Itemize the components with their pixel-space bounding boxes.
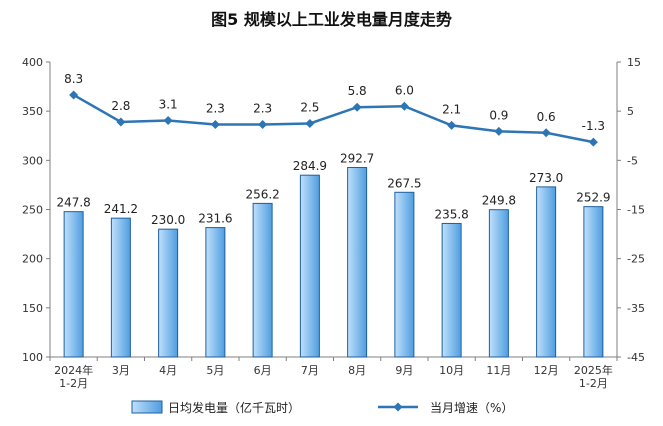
y-left-tick-label: 300 [22,154,43,167]
bar [441,222,462,358]
y-right-tick-label: 5 [627,105,634,118]
bar [347,167,368,358]
bar [158,228,179,358]
y-left-tick-label: 400 [22,56,43,69]
x-tick-label: 8月 [348,364,366,377]
line-point [69,90,79,100]
x-tick-label: 5月 [206,364,224,377]
line-value-label: 2.5 [300,100,319,114]
line-point [116,117,126,127]
y-left-tick-label: 350 [22,105,43,118]
y-right-tick-label: -45 [627,351,645,364]
y-right-tick-label: -15 [627,204,645,217]
bar-series [63,167,604,358]
line-point [352,102,362,112]
x-tick-label: 6月 [254,364,272,377]
y-left-tick-label: 200 [22,253,43,266]
bar [205,227,226,358]
line-point [494,126,504,136]
bar [583,206,604,358]
line-value-label: -1.3 [582,119,605,133]
line-value-label: 2.3 [206,101,225,115]
bar-value-label: 230.0 [151,213,185,227]
legend: 日均发电量（亿千瓦时） 当月增速（%） [131,400,513,415]
line-point [541,128,551,138]
legend-bar-swatch [131,400,163,414]
x-tick-label: 9月 [395,364,413,377]
bar-value-label: 241.2 [104,202,138,216]
line-value-label: 8.3 [64,72,83,86]
bar [488,209,509,358]
bar-value-label: 256.2 [245,187,279,201]
line-point [399,101,409,111]
line-value-label: 0.9 [489,108,508,122]
y-right-tick-label: -5 [627,154,638,167]
line-value-label: 6.0 [395,83,414,97]
bar-value-label: 273.0 [529,171,563,185]
bar-value-label: 292.7 [340,152,374,166]
line-point [588,137,598,147]
line-point [210,119,220,129]
bar-value-label: 235.8 [434,207,468,221]
bar [536,186,557,358]
bar [394,191,415,358]
x-tick-label: 4月 [159,364,177,377]
line-value-label: 2.8 [111,99,130,113]
bar-value-label: 252.9 [576,191,610,205]
bar-value-label: 267.5 [387,176,421,190]
legend-bar-label: 日均发电量（亿千瓦时） [168,400,300,415]
y-right-tick-label: -35 [627,302,645,315]
line-value-label: 5.8 [348,84,367,98]
line-point [163,116,173,126]
line-value-label: 2.3 [253,101,272,115]
x-tick-label: 10月 [439,364,464,377]
y-left-tick-label: 150 [22,302,43,315]
line-point [447,120,457,130]
bar [299,174,320,358]
line-series [69,90,598,147]
legend-line-marker [393,402,403,412]
y-left-tick-label: 250 [22,204,43,217]
line-value-label: 2.1 [442,102,461,116]
bar-value-label: 231.6 [198,212,232,226]
axes: 100 150 200 250 300 350 400 -45 -35 -25 -15 -5 5 15 20… [22,56,645,390]
x-tick-label: 2024年 1-2月 [54,363,93,390]
data-labels: 247.8 241.2 230.0 231.6 256.2 284.9 292.7 267.5… [56,72,610,227]
bar-value-label: 249.8 [482,194,516,208]
x-tick-label: 2025年 1-2月 [574,363,613,390]
line-value-label: 3.1 [159,98,178,112]
bar-value-label: 284.9 [293,159,327,173]
bar [63,211,84,358]
y-right-tick-label: -25 [627,253,645,266]
chart-title: 图5 规模以上工业发电量月度走势 [211,10,452,29]
bar-value-label: 247.8 [56,196,90,210]
x-tick-label: 12月 [534,364,559,377]
y-left-tick-label: 100 [22,351,43,364]
bar [110,217,131,358]
line-point [305,118,315,128]
x-tick-label: 3月 [112,364,130,377]
legend-line-label: 当月增速（%） [430,401,513,415]
x-tick-label: 7月 [301,364,319,377]
y-right-tick-label: 15 [627,56,641,69]
growth-line [73,93,594,144]
bar [252,202,273,358]
line-value-label: 0.6 [537,110,556,124]
line-point [258,119,268,129]
x-tick-label: 11月 [486,364,511,377]
